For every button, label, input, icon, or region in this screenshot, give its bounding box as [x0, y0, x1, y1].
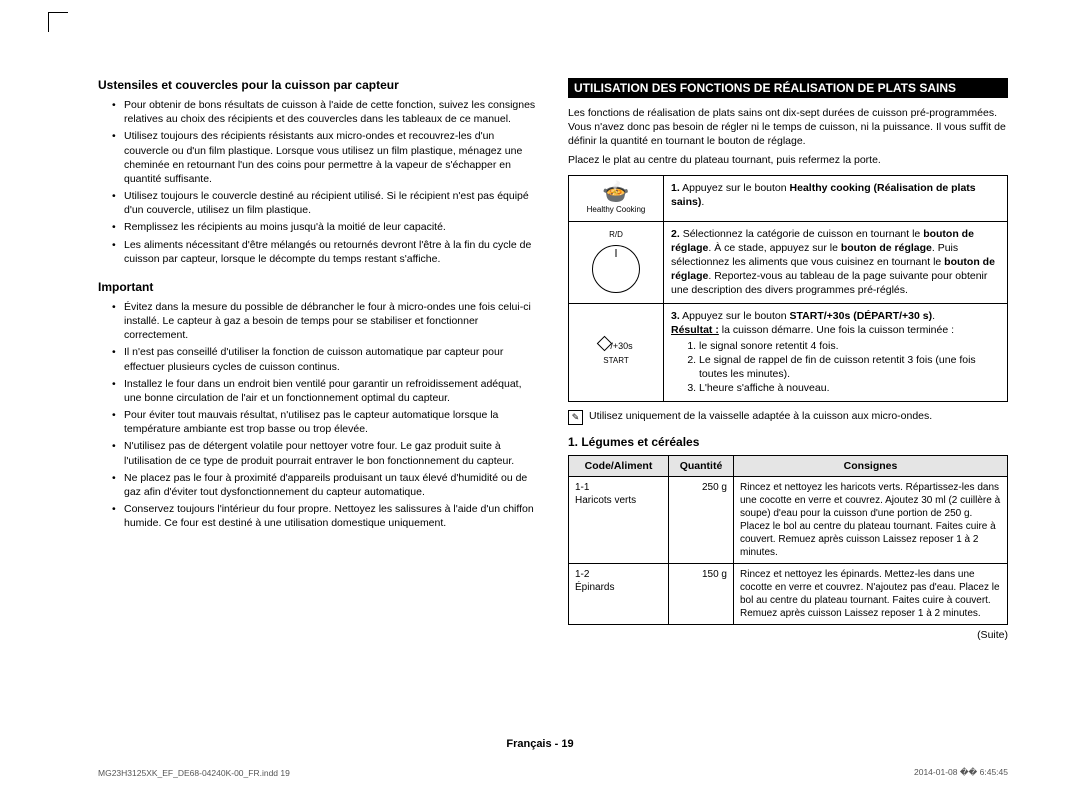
cell-qty: 250 g — [669, 476, 734, 563]
instruction-table: 🍲 Healthy Cooking 1. Appuyez sur le bout… — [568, 175, 1008, 402]
icon-cell-healthy: 🍲 Healthy Cooking — [569, 175, 664, 221]
result-label: Résultat : — [671, 324, 719, 336]
food-name: Haricots verts — [575, 495, 636, 506]
list-item: Remplissez les récipients au moins jusqu… — [112, 220, 538, 234]
list-item: Utilisez toujours des récipients résista… — [112, 129, 538, 186]
list-item: Utilisez toujours le couvercle destiné a… — [112, 189, 538, 217]
footer-file-info: MG23H3125XK_EF_DE68-04240K-00_FR.indd 19 — [98, 768, 290, 778]
step-3-text: 3. Appuyez sur le bouton START/+30s (DÉP… — [664, 303, 1008, 401]
table-row: 1-2 Épinards 150 g Rincez et nettoyez le… — [569, 563, 1008, 624]
txt: . À ce stade, appuyez sur le — [708, 242, 841, 254]
cell-code: 1-1 Haricots verts — [569, 476, 669, 563]
left-bullets-1: Pour obtenir de bons résultats de cuisso… — [98, 98, 538, 266]
cell-qty: 150 g — [669, 563, 734, 624]
code: 1-2 — [575, 569, 589, 580]
note-text: Utilisez uniquement de la vaisselle adap… — [589, 410, 932, 422]
food-table: Code/Aliment Quantité Consignes 1-1 Hari… — [568, 455, 1008, 625]
step-num: 3. — [671, 310, 680, 322]
dial-label: R/D — [609, 230, 623, 239]
start-suffix: /+30s — [610, 341, 632, 351]
result-list: le signal sonore retentit 4 fois. Le sig… — [671, 339, 1000, 396]
note-icon: ✎ — [568, 410, 583, 425]
list-item: Conservez toujours l'intérieur du four p… — [112, 502, 538, 530]
cell-instr: Rincez et nettoyez les épinards. Mettez-… — [734, 563, 1008, 624]
left-column: Ustensiles et couvercles pour la cuisson… — [98, 78, 538, 641]
intro-para: Les fonctions de réalisation de plats sa… — [568, 106, 1008, 149]
start-label: START — [576, 356, 656, 367]
note-row: ✎ Utilisez uniquement de la vaisselle ad… — [568, 410, 1008, 425]
footer-timestamp: 2014-01-08 �� 6:45:45 — [914, 767, 1008, 778]
important-heading: Important — [98, 280, 538, 294]
step-num: 2. — [671, 228, 680, 240]
th-instr: Consignes — [734, 455, 1008, 476]
th-qty: Quantité — [669, 455, 734, 476]
list-item: L'heure s'affiche à nouveau. — [699, 381, 1000, 395]
list-item: Les aliments nécessitant d'être mélangés… — [112, 238, 538, 266]
healthy-cooking-icon: 🍲 — [602, 179, 629, 204]
icon-label: Healthy Cooking — [576, 205, 656, 216]
footer-page-number: Français - 19 — [0, 738, 1080, 750]
txt-bold: START/+30s (DÉPART/+30 s) — [790, 310, 933, 322]
table-row: /+30s START 3. Appuyez sur le bouton STA… — [569, 303, 1008, 401]
suite-label: (Suite) — [568, 629, 1008, 641]
txt-bold: bouton de réglage — [841, 242, 932, 254]
txt: . — [932, 310, 935, 322]
list-item: Pour obtenir de bons résultats de cuisso… — [112, 98, 538, 126]
left-heading: Ustensiles et couvercles pour la cuisson… — [98, 78, 538, 92]
step-2-text: 2. Sélectionnez la catégorie de cuisson … — [664, 221, 1008, 303]
txt: . — [701, 196, 704, 208]
list-item: Ne placez pas le four à proximité d'appa… — [112, 471, 538, 499]
th-code: Code/Aliment — [569, 455, 669, 476]
table-row: 1-1 Haricots verts 250 g Rincez et netto… — [569, 476, 1008, 563]
list-item: N'utilisez pas de détergent volatile pou… — [112, 439, 538, 467]
right-title: UTILISATION DES FONCTIONS DE RÉALISATION… — [568, 78, 1008, 98]
list-item: Évitez dans la mesure du possible de déb… — [112, 300, 538, 343]
table-row: R/D 2. Sélectionnez la catégorie de cuis… — [569, 221, 1008, 303]
txt: Appuyez sur le bouton — [682, 310, 789, 322]
table-header-row: Code/Aliment Quantité Consignes — [569, 455, 1008, 476]
txt: Appuyez sur le bouton — [682, 182, 789, 194]
food-name: Épinards — [575, 582, 614, 593]
list-item: Le signal de rappel de fin de cuisson re… — [699, 353, 1000, 381]
icon-cell-start: /+30s START — [569, 303, 664, 401]
result-tail: la cuisson démarre. Une fois la cuisson … — [719, 324, 954, 336]
intro-para-2: Placez le plat au centre du plateau tour… — [568, 153, 1008, 167]
step-num: 1. — [671, 182, 680, 194]
food-table-title: 1. Légumes et céréales — [568, 435, 1008, 449]
code: 1-1 — [575, 482, 589, 493]
right-column: UTILISATION DES FONCTIONS DE RÉALISATION… — [568, 78, 1008, 641]
left-bullets-2: Évitez dans la mesure du possible de déb… — [98, 300, 538, 531]
txt: . Reportez-vous au tableau de la page su… — [671, 270, 987, 296]
cell-code: 1-2 Épinards — [569, 563, 669, 624]
icon-cell-dial: R/D — [569, 221, 664, 303]
step-1-text: 1. Appuyez sur le bouton Healthy cooking… — [664, 175, 1008, 221]
list-item: Pour éviter tout mauvais résultat, n'uti… — [112, 408, 538, 436]
crop-mark — [48, 12, 68, 32]
list-item: Il n'est pas conseillé d'utiliser la fon… — [112, 345, 538, 373]
table-row: 🍲 Healthy Cooking 1. Appuyez sur le bout… — [569, 175, 1008, 221]
list-item: le signal sonore retentit 4 fois. — [699, 339, 1000, 353]
txt: Sélectionnez la catégorie de cuisson en … — [683, 228, 924, 240]
page-content: Ustensiles et couvercles pour la cuisson… — [98, 78, 1008, 641]
dial-icon — [592, 245, 640, 293]
list-item: Installez le four dans un endroit bien v… — [112, 377, 538, 405]
cell-instr: Rincez et nettoyez les haricots verts. R… — [734, 476, 1008, 563]
